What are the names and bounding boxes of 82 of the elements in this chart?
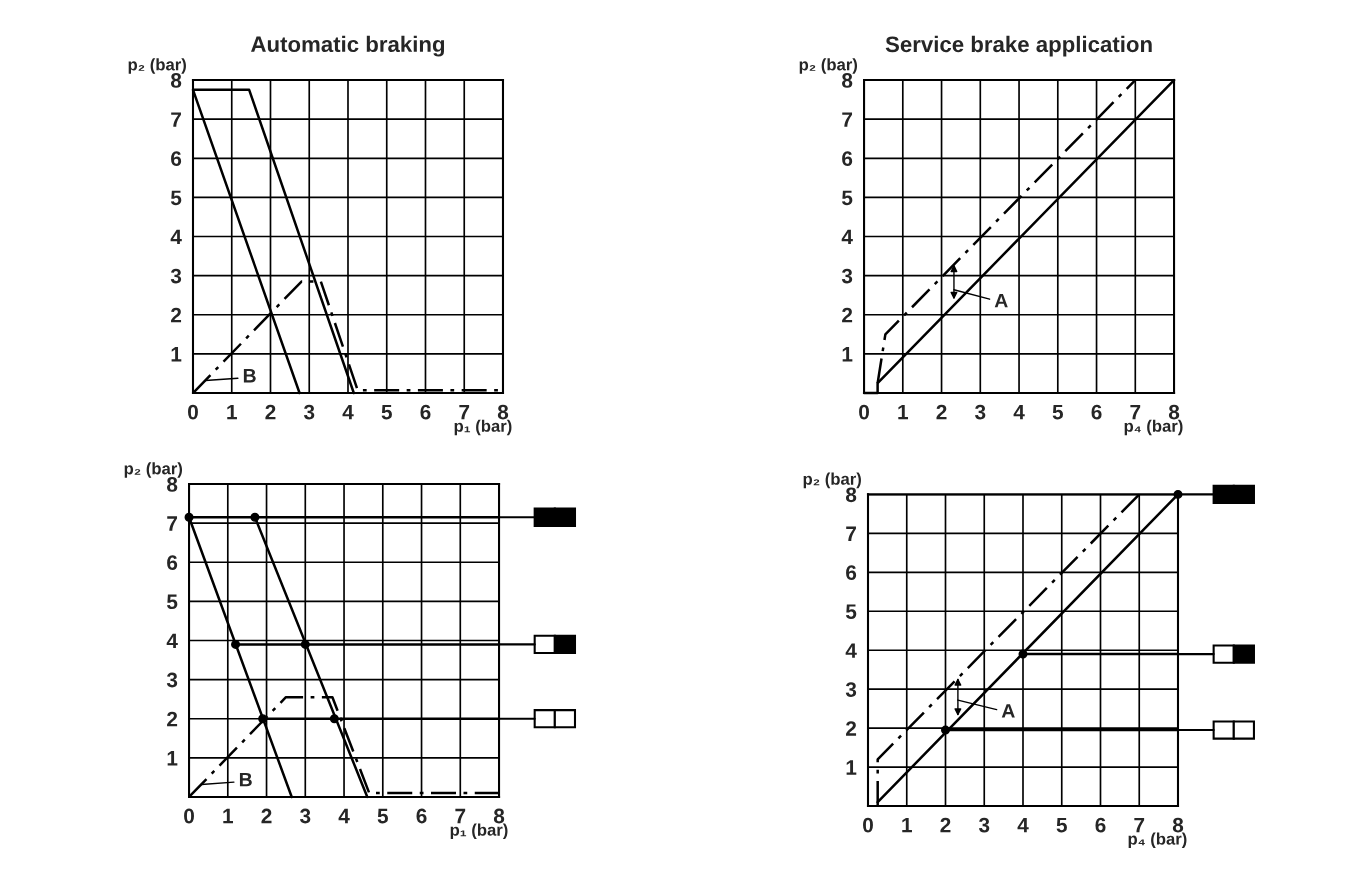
x-tick-label: 1	[223, 808, 234, 824]
y-tick-label: 6	[167, 555, 178, 570]
annotation: A	[994, 293, 1008, 308]
y-tick-label: 6	[842, 151, 853, 167]
x-tick-label: 5	[1052, 404, 1064, 420]
annotation: A	[1001, 704, 1015, 718]
x-tick-label: 8	[1168, 404, 1180, 420]
y-tick-label: 2	[171, 307, 182, 323]
y-tick-label: 1	[842, 347, 853, 362]
y-tick-label: 8	[845, 487, 857, 503]
x-tick-label: 3	[299, 808, 311, 824]
x-tick-label: 0	[863, 817, 873, 833]
y-tick-label: 5	[166, 594, 178, 610]
y-tick-label: 1	[167, 751, 178, 766]
y-tick-label: 8	[842, 73, 853, 88]
y-tick-label: 2	[846, 721, 857, 736]
x-tick-label: 4	[342, 404, 354, 420]
x-tick-label: 2	[261, 808, 272, 824]
y-tick-label: 3	[166, 672, 178, 688]
chart-title: Automatic braking	[251, 35, 445, 57]
x-tick-label: 5	[377, 808, 388, 824]
x-tick-label: 6	[1091, 404, 1102, 420]
y-tick-label: 4	[845, 643, 857, 658]
x-tick-label: 8	[497, 404, 509, 420]
y-axis-title: p₂ (bar)	[803, 472, 861, 489]
x-tick-label: 2	[940, 817, 951, 833]
y-tick-label: 3	[845, 682, 857, 697]
x-axis-title: p₁ (bar)	[450, 823, 508, 840]
y-tick-label: 4	[166, 633, 178, 649]
y-tick-label: 1	[846, 760, 857, 775]
y-tick-label: 2	[842, 307, 853, 323]
x-tick-label: 7	[1134, 817, 1145, 833]
x-axis-title: p₁ (bar)	[454, 419, 512, 436]
y-tick-label: 7	[842, 112, 853, 127]
x-tick-label: 6	[1095, 817, 1106, 833]
y-tick-label: 3	[170, 268, 182, 284]
x-tick-label: 4	[1013, 404, 1025, 420]
x-tick-label: 0	[859, 404, 869, 420]
x-tick-label: 7	[459, 404, 470, 420]
y-tick-label: 4	[841, 229, 853, 245]
y-tick-label: 7	[167, 516, 178, 531]
x-tick-label: 2	[265, 404, 276, 420]
x-tick-label: 3	[974, 404, 986, 420]
y-axis-title: p₂ (bar)	[124, 462, 183, 478]
y-tick-label: 6	[846, 565, 857, 581]
y-tick-label: 2	[167, 711, 178, 727]
x-tick-label: 5	[1056, 817, 1067, 833]
y-tick-label: 7	[846, 526, 856, 541]
y-tick-label: 5	[845, 604, 857, 620]
y-tick-label: 8	[170, 73, 182, 88]
x-tick-label: 1	[227, 404, 237, 420]
annotation: B	[239, 772, 252, 787]
y-axis-title: p₂ (bar)	[799, 58, 858, 74]
annotation: B	[243, 369, 256, 383]
y-tick-label: 8	[167, 476, 178, 492]
y-tick-label: 1	[171, 347, 182, 362]
x-axis-title: p₄ (bar)	[1124, 419, 1183, 436]
x-tick-label: 6	[416, 808, 427, 824]
x-tick-label: 4	[1017, 817, 1029, 833]
x-tick-label: 4	[338, 808, 350, 824]
x-tick-label: 5	[381, 404, 392, 420]
x-tick-label: 0	[188, 404, 198, 420]
chart-title: Service brake application	[885, 35, 1152, 57]
x-tick-label: 6	[420, 404, 431, 420]
x-tick-label: 1	[902, 817, 912, 833]
x-axis-title: p₄ (bar)	[1128, 832, 1187, 849]
x-tick-label: 7	[1130, 404, 1141, 420]
x-tick-label: 1	[898, 404, 909, 420]
y-tick-label: 5	[170, 190, 182, 206]
y-axis-title: p₂ (bar)	[128, 58, 186, 74]
x-tick-label: 8	[1172, 817, 1184, 833]
y-tick-label: 4	[170, 229, 182, 245]
y-tick-label: 3	[841, 268, 853, 284]
x-tick-label: 0	[184, 808, 194, 824]
x-tick-label: 7	[455, 808, 466, 824]
x-tick-label: 3	[978, 817, 990, 833]
y-tick-label: 7	[171, 112, 181, 127]
x-tick-label: 8	[493, 808, 505, 824]
y-tick-label: 5	[842, 190, 853, 206]
y-tick-label: 6	[171, 151, 182, 167]
x-tick-label: 3	[303, 404, 315, 420]
x-tick-label: 2	[936, 404, 947, 420]
